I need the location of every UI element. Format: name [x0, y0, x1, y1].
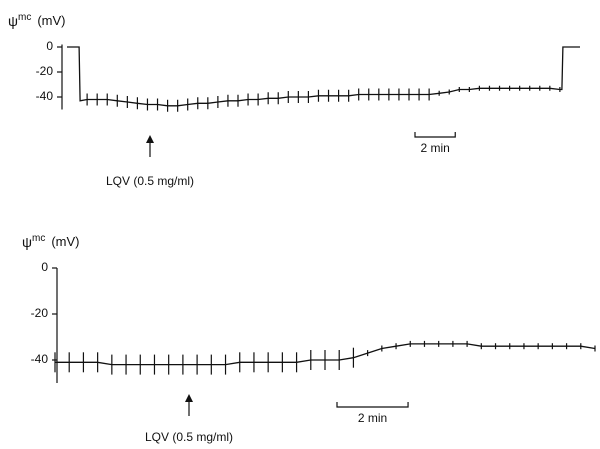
trace: [67, 46, 580, 107]
y-tick-label: -40: [31, 352, 49, 366]
annotation: LQV (0.5 mg/ml): [106, 174, 194, 188]
arrow-head: [146, 135, 154, 143]
y-label-unit: (mV): [37, 13, 65, 28]
y-tick-label: -40: [36, 89, 54, 103]
y-tick-label: 0: [41, 260, 48, 274]
y-label-symbol: ψ: [8, 13, 18, 29]
y-label-superscript: mc: [18, 12, 31, 23]
y-axis-label: ψmc (mV): [8, 12, 66, 29]
y-label-superscript: mc: [32, 233, 45, 244]
y-tick-label: -20: [36, 64, 54, 78]
scale-bar-label: 2 min: [358, 411, 387, 425]
scale-bar: [336, 402, 409, 408]
y-axis-label: ψmc (mV): [22, 233, 80, 250]
y-tick-label: 0: [46, 39, 53, 53]
panel: ψmc (mV) 0 -20 -40 2 min LQV (0.5 mg/ml): [8, 12, 580, 188]
scale-bar-label: 2 min: [420, 141, 449, 155]
annotation: LQV (0.5 mg/ml): [145, 430, 233, 444]
arrow-head: [185, 394, 193, 402]
scale-bar: [414, 132, 456, 138]
y-label-unit: (mV): [51, 234, 79, 249]
y-tick-label: -20: [31, 306, 49, 320]
panel: ψmc (mV)0 -20 -40 2 min LQV (0.5 mg/ml): [22, 233, 596, 444]
y-label-symbol: ψ: [22, 234, 32, 250]
